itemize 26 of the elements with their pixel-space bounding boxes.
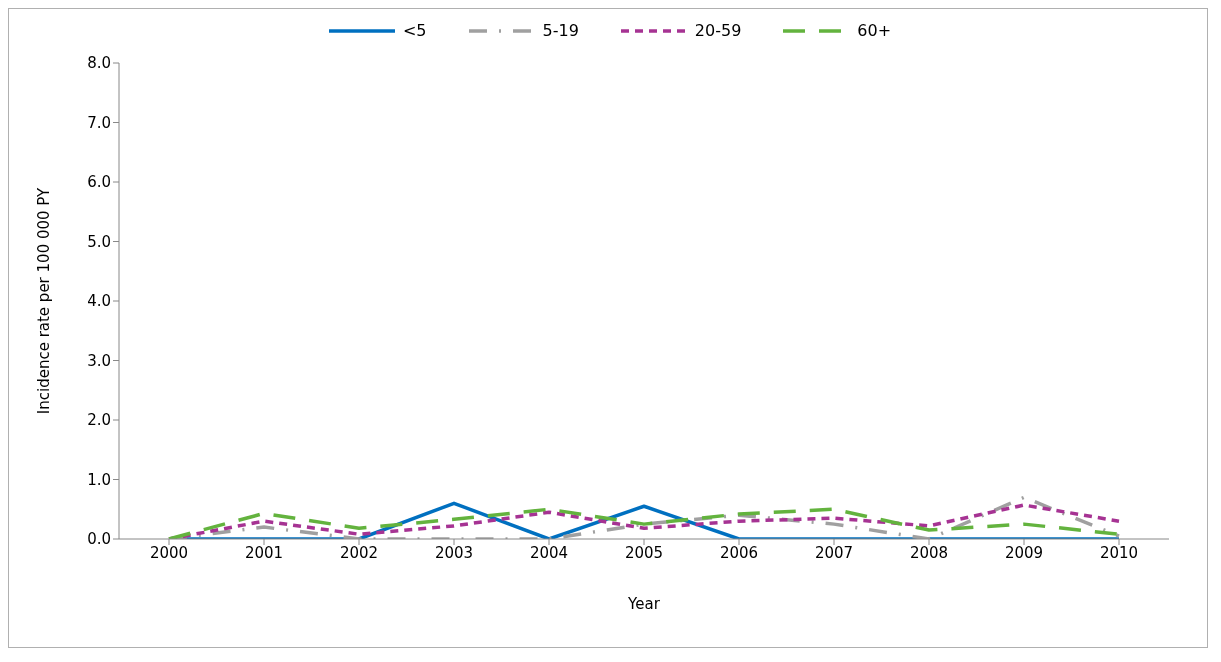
y-axis-title: Incidence rate per 100 000 PY [35, 186, 54, 415]
x-tick-label: 2000 [149, 543, 189, 562]
x-tick-label: 2006 [719, 543, 759, 562]
legend-label: 5-19 [542, 21, 579, 40]
x-tick-label: 2009 [1004, 543, 1044, 562]
legend-label: 60+ [857, 21, 892, 40]
x-tick-label: 2004 [529, 543, 569, 562]
y-tick-label: 7.0 [87, 113, 111, 132]
y-tick-label: 2.0 [87, 411, 111, 430]
y-tick-label: 4.0 [87, 292, 111, 311]
y-tick-label: 1.0 [87, 470, 111, 489]
x-axis-title: Year [627, 595, 661, 613]
y-tick-label: 6.0 [87, 173, 111, 192]
x-tick-label: 2005 [624, 543, 664, 562]
legend-label: 20-59 [694, 21, 742, 40]
y-tick-label: 0.0 [87, 530, 111, 549]
x-tick-label: 2007 [814, 543, 854, 562]
x-tick-label: 2001 [244, 543, 284, 562]
x-tick-label: 2002 [339, 543, 379, 562]
y-tick-label: 3.0 [87, 351, 111, 370]
y-tick-label: 5.0 [87, 232, 111, 251]
x-tick-label: 2010 [1099, 543, 1139, 562]
y-tick-label: 8.0 [87, 54, 111, 73]
x-tick-label: 2003 [434, 543, 474, 562]
x-tick-label: 2008 [909, 543, 949, 562]
legend-label: <5 [402, 21, 427, 40]
